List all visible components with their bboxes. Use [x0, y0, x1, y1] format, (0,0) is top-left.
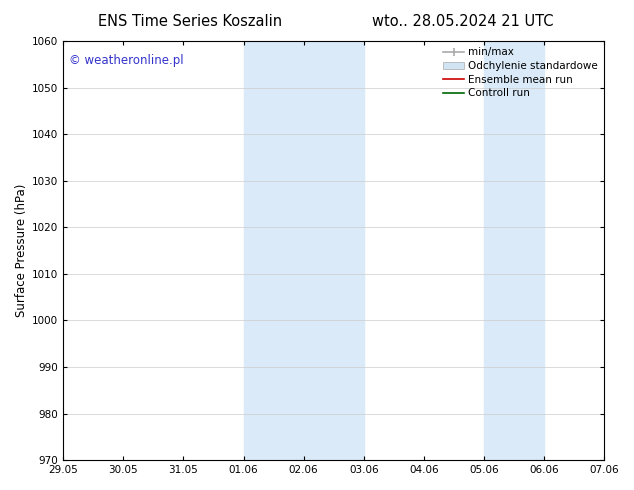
- Bar: [243, 41, 364, 460]
- Text: wto.. 28.05.2024 21 UTC: wto.. 28.05.2024 21 UTC: [372, 14, 553, 29]
- Y-axis label: Surface Pressure (hPa): Surface Pressure (hPa): [15, 184, 28, 318]
- Legend: min/max, Odchylenie standardowe, Ensemble mean run, Controll run: min/max, Odchylenie standardowe, Ensembl…: [440, 44, 601, 101]
- Bar: [484, 41, 544, 460]
- Text: ENS Time Series Koszalin: ENS Time Series Koszalin: [98, 14, 282, 29]
- Text: © weatheronline.pl: © weatheronline.pl: [68, 53, 183, 67]
